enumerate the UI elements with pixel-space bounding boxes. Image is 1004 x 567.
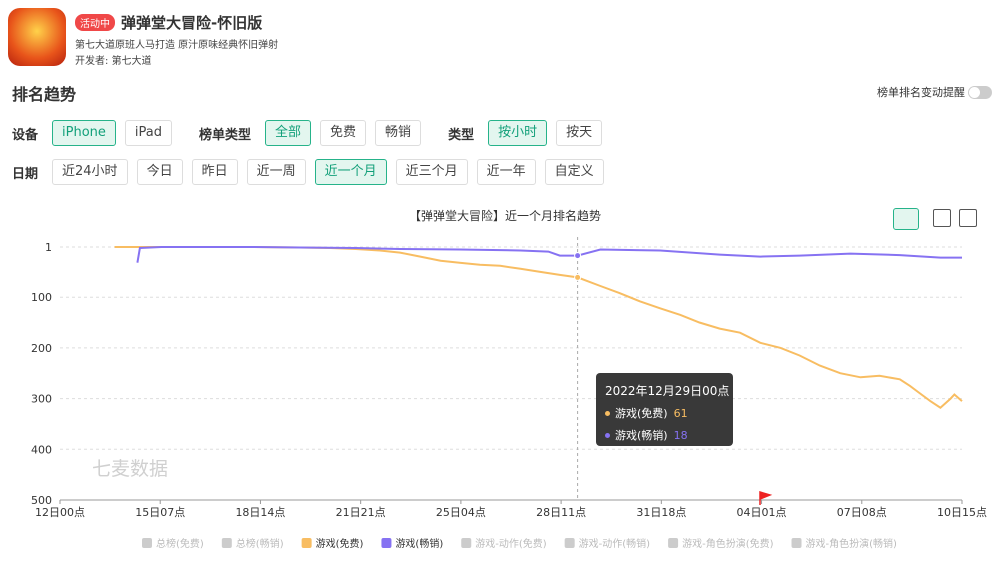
x-tick-label: 21日21点 xyxy=(336,506,386,519)
filter-label: 榜单类型 xyxy=(199,127,252,143)
y-tick-label: 400 xyxy=(31,443,52,456)
toggle-label: 榜单排名变动提醒 xyxy=(877,86,965,99)
tooltip-dot xyxy=(605,410,610,416)
app-description: 第七大道原班人马打造 原汁原味经典怀旧弹射 xyxy=(75,40,279,51)
legend-label[interactable]: 游戏(免费) xyxy=(316,537,364,550)
legend-swatch xyxy=(461,538,472,548)
y-tick-label: 500 xyxy=(31,494,52,507)
legend-swatch xyxy=(221,538,232,548)
x-tick-label: 04日01点 xyxy=(737,506,787,519)
y-tick-label: 200 xyxy=(31,342,52,355)
filter-group: 设备 iPhone iPad xyxy=(12,120,181,146)
badge: 活动中 xyxy=(75,14,115,31)
developer: 开发者: 第七大道 xyxy=(75,52,152,67)
x-tick-label: 18日14点 xyxy=(235,506,285,519)
filter-label: 日期 xyxy=(12,166,39,182)
filter-row: 日期 近24小时 今日 昨日 近一周 近一个月 近三个月 近一年 自定义 xyxy=(12,159,631,185)
view-toggle[interactable] xyxy=(893,208,919,230)
filter-group: 类型 按小时 按天 xyxy=(448,120,611,146)
tooltip-value: 18 xyxy=(673,428,688,442)
filter-button[interactable]: 近一周 xyxy=(246,159,306,185)
filter-button[interactable]: 畅销 xyxy=(375,120,422,146)
filter-button[interactable]: 近三个月 xyxy=(395,159,468,185)
legend-label[interactable]: 游戏-角色扮演(畅销) xyxy=(806,537,898,550)
app-name: 弹弹堂大冒险-怀旧版 xyxy=(121,14,263,32)
developer-name[interactable]: 第七大道 xyxy=(111,56,152,67)
filter-button[interactable]: iPad xyxy=(124,120,172,146)
filter-row: 设备 iPhone iPad 榜单类型 全部 免费 畅销 类型 按小时 按天 xyxy=(12,120,629,146)
legend-label[interactable]: 游戏-角色扮演(免费) xyxy=(682,537,774,550)
legend-label[interactable]: 游戏-动作(畅销) xyxy=(579,537,651,550)
y-tick-label: 1 xyxy=(45,241,52,254)
series-line xyxy=(136,246,962,263)
filter-label: 类型 xyxy=(448,127,475,143)
x-tick-label: 28日11点 xyxy=(536,506,586,519)
filter-button[interactable]: 近24小时 xyxy=(52,159,128,185)
x-tick-label: 31日18点 xyxy=(636,506,686,519)
tooltip-point xyxy=(574,273,582,281)
tooltip-name: 游戏(免费) xyxy=(615,407,668,420)
legend-label[interactable]: 游戏(畅销) xyxy=(395,537,443,550)
legend-swatch xyxy=(301,538,312,548)
watermark: 七麦数据 xyxy=(92,458,168,480)
download-button[interactable] xyxy=(959,209,977,227)
tooltip-name: 游戏(畅销) xyxy=(615,429,668,442)
legend-swatch xyxy=(142,538,152,548)
filter-button[interactable]: 按天 xyxy=(556,120,603,146)
y-tick-label: 300 xyxy=(31,393,52,406)
filter-button[interactable]: 免费 xyxy=(320,120,367,146)
tooltip-point xyxy=(574,252,582,260)
app-icon xyxy=(8,8,66,66)
x-tick-label: 12日00点 xyxy=(35,506,85,519)
filter-label: 设备 xyxy=(12,127,39,143)
image-button[interactable] xyxy=(933,209,951,227)
legend-swatch xyxy=(564,538,575,548)
tooltip-item: 游戏(免费) 61 xyxy=(605,405,733,421)
chart-title: 【弹弹堂大冒险】近一个月排名趋势 xyxy=(409,208,601,223)
chart-tools xyxy=(893,208,977,230)
developer-label: 开发者: xyxy=(75,56,109,67)
event-flag xyxy=(759,490,773,505)
legend-label[interactable]: 游戏-动作(免费) xyxy=(475,537,547,550)
app-title-row: 活动中 弹弹堂大冒险-怀旧版 xyxy=(75,12,262,33)
tooltip-title: 2022年12月29日00点 xyxy=(605,384,730,398)
filter-group: 榜单类型 全部 免费 畅销 xyxy=(199,120,430,146)
filter-button[interactable]: 昨日 xyxy=(191,159,238,185)
x-tick-label: 10日15点 xyxy=(937,506,987,519)
legend-swatch xyxy=(381,538,392,548)
tooltip-dot xyxy=(605,432,610,438)
filter-button[interactable]: 全部 xyxy=(265,120,312,146)
x-tick-label: 15日07点 xyxy=(135,506,185,519)
series-line xyxy=(114,246,963,409)
filter-button[interactable]: iPhone xyxy=(52,120,116,146)
switch[interactable] xyxy=(968,85,992,99)
tooltip-item: 游戏(畅销) 18 xyxy=(605,427,733,443)
filter-group: 日期 近24小时 今日 昨日 近一周 近一个月 近三个月 近一年 自定义 xyxy=(12,159,613,185)
legend-swatch xyxy=(791,538,802,548)
y-tick-label: 100 xyxy=(31,291,52,304)
filter-button[interactable]: 自定义 xyxy=(544,159,604,185)
legend: 总榜(免费) 总榜(畅销) 游戏(免费) 游戏(畅销) 游戏-动作(免费) 游戏-动作(畅… xyxy=(142,537,897,550)
filter-button[interactable]: 按小时 xyxy=(488,120,548,146)
filter-button[interactable]: 近一个月 xyxy=(314,159,387,185)
tooltip-value: 61 xyxy=(673,406,688,420)
legend-label[interactable]: 总榜(免费) xyxy=(156,537,204,550)
legend-swatch xyxy=(668,538,679,548)
tooltip: 2022年12月29日00点游戏(免费) 61 游戏(畅销) 18 xyxy=(596,373,733,446)
x-tick-label: 25日04点 xyxy=(436,506,486,519)
filter-button[interactable]: 近一年 xyxy=(476,159,536,185)
legend-label[interactable]: 总榜(畅销) xyxy=(236,537,284,550)
filter-button[interactable]: 今日 xyxy=(136,159,183,185)
section-title: 排名趋势 xyxy=(12,85,77,104)
x-tick-label: 07日08点 xyxy=(837,506,887,519)
toggle[interactable]: 榜单排名变动提醒 xyxy=(877,84,992,100)
